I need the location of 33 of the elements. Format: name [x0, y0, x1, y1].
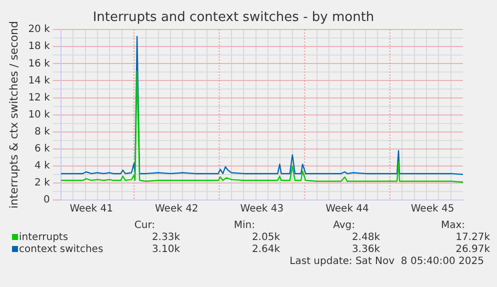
text: Min: [234, 220, 255, 231]
y-tick-label: 12 k [28, 92, 50, 104]
x-tick-label: Week 42 [154, 204, 198, 215]
text: 26.97k [456, 244, 490, 255]
text: 2.33k [152, 232, 180, 243]
text: Avg: [333, 220, 355, 231]
legend-label: context switches [18, 244, 104, 255]
text: 2.64k [252, 244, 280, 255]
text: Cur: [134, 220, 155, 231]
x-tick-label: Week 41 [70, 204, 114, 215]
text: Max: [440, 220, 465, 231]
text: 2.48k [352, 232, 380, 243]
chart-title: Interrupts and context switches - by month [92, 10, 374, 26]
y-tick-label: 10 k [28, 109, 50, 120]
y-tick-label: 20 k [28, 24, 50, 36]
x-tick-label: Week 43 [240, 204, 284, 215]
text: Last update: Sat Nov 8 05:40:00 2025 [290, 256, 484, 267]
y-tick-label: 16 k [28, 58, 50, 70]
y-tick-label: 6 k [34, 143, 50, 154]
y-tick-label: 8 k [34, 126, 50, 138]
y-axis-title: interrupts & ctx switches / second [7, 21, 20, 209]
y-tick-label: 14 k [28, 75, 50, 86]
y-tick-label: 18 k [28, 41, 50, 52]
y-tick-label: 0 [44, 194, 50, 206]
y-tick-label: 2 k [34, 178, 50, 189]
text: 3.10k [152, 244, 180, 255]
text: 2.05k [252, 232, 280, 243]
y-tick-label: 4 k [34, 160, 50, 172]
legend-label: interrupts [18, 232, 68, 243]
text: 3.36k [352, 244, 380, 255]
text: 17.27k [456, 232, 490, 243]
x-tick-label: Week 44 [326, 204, 369, 215]
x-tick-label: Week 45 [410, 204, 454, 215]
